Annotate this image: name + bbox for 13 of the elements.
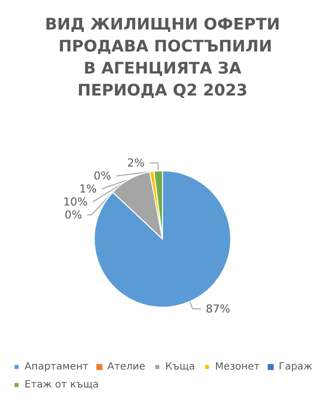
- data-label: 1%: [79, 182, 97, 196]
- text: 0%: [64, 208, 82, 222]
- data-label: 87%: [206, 302, 230, 316]
- legend-label: Етаж от къща: [24, 380, 99, 390]
- chart-title: ВИД ЖИЛИЩНИ ОФЕРТИ ПРОДАВА ПОСТЪПИЛИ В АГЕНЦИЯТА ЗА ПЕРИОДА Q2 2023: [44, 14, 280, 100]
- legend-label: Гараж: [278, 362, 312, 372]
- legend-label: Къща: [165, 362, 196, 372]
- data-label: 2%: [127, 156, 145, 170]
- text: 0%: [94, 169, 112, 182]
- data-label: 10%: [63, 195, 88, 208]
- legend-label: Мезонет: [215, 362, 260, 372]
- legend-label: Апартамент: [24, 362, 89, 372]
- legend-label: Ателие: [107, 362, 146, 372]
